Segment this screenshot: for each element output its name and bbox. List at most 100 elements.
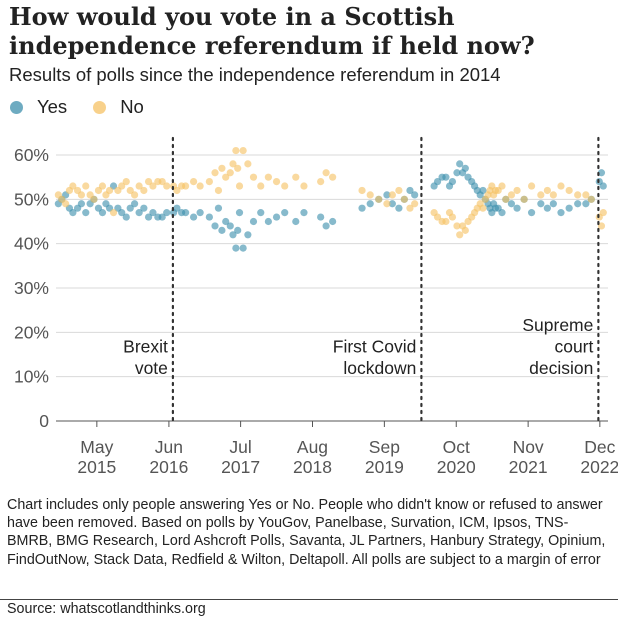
data-point-yes	[257, 209, 265, 217]
data-point-no	[507, 191, 516, 199]
data-point-yes	[118, 209, 126, 217]
data-point-no	[62, 200, 70, 208]
data-point-no	[329, 173, 337, 181]
data-point-no	[400, 195, 408, 203]
data-point-no	[218, 164, 226, 172]
x-tick-label: 2020	[437, 457, 476, 477]
data-point-yes	[366, 200, 374, 208]
data-point-no	[205, 178, 213, 186]
data-point-no	[244, 160, 252, 168]
data-point-no	[173, 186, 181, 195]
data-point-yes	[173, 204, 181, 212]
data-point-no	[158, 178, 166, 186]
data-point-no	[163, 182, 171, 190]
data-point-no	[69, 182, 77, 190]
data-point-no	[599, 209, 607, 217]
data-point-yes	[272, 213, 281, 221]
data-point-yes	[543, 204, 551, 212]
data-point-no	[433, 213, 442, 221]
data-point-no	[126, 186, 134, 195]
x-tick-label: 2017	[221, 457, 260, 477]
event-marker-label: Brexit	[123, 337, 168, 357]
data-point-yes	[222, 217, 230, 226]
data-point-no	[565, 186, 573, 195]
chart-subtitle: Results of polls since the independence …	[9, 64, 501, 85]
x-tick-label: Sep	[369, 437, 400, 457]
data-point-yes	[218, 226, 226, 234]
data-point-yes	[130, 200, 139, 208]
data-point-no	[130, 191, 139, 199]
x-tick-label: 2022	[580, 457, 618, 477]
data-point-yes	[122, 213, 130, 221]
data-point-no	[135, 182, 143, 190]
data-point-yes	[322, 222, 330, 230]
data-point-no	[272, 178, 281, 186]
data-point-yes	[599, 182, 607, 190]
data-point-yes	[235, 209, 244, 217]
data-point-yes	[549, 200, 557, 208]
data-point-yes	[442, 173, 450, 181]
data-point-no	[453, 222, 461, 230]
data-point-no	[249, 173, 258, 181]
data-point-yes	[388, 200, 396, 208]
data-point-no	[239, 146, 247, 155]
data-point-no	[109, 209, 118, 217]
data-point-yes	[448, 178, 457, 186]
data-point-no	[388, 191, 396, 199]
data-point-no	[196, 182, 204, 190]
data-point-no	[189, 178, 198, 186]
data-point-no	[479, 204, 487, 212]
data-point-no	[257, 182, 265, 190]
data-point-yes	[211, 222, 219, 230]
data-point-yes	[537, 200, 545, 208]
data-point-yes	[527, 209, 536, 217]
data-point-no	[406, 204, 414, 212]
data-point-no	[366, 191, 374, 199]
data-point-yes	[453, 169, 461, 177]
data-point-no	[144, 178, 153, 186]
data-point-no	[235, 182, 244, 190]
data-point-no	[90, 195, 98, 203]
event-marker-label: lockdown	[343, 358, 416, 378]
data-point-no	[448, 213, 457, 221]
x-tick-label: 2016	[149, 457, 188, 477]
legend-swatch-no	[93, 100, 107, 114]
data-point-yes	[395, 204, 403, 212]
data-point-no	[281, 182, 289, 190]
event-marker-label: decision	[529, 358, 593, 378]
x-tick-label: Dec	[584, 437, 615, 457]
data-point-no	[358, 186, 366, 195]
data-point-no	[300, 182, 308, 190]
data-point-yes	[461, 164, 469, 172]
data-point-no	[211, 169, 219, 177]
data-point-yes	[77, 200, 86, 208]
data-point-no	[456, 231, 464, 239]
data-point-yes	[232, 244, 240, 252]
x-tick-label: May	[80, 437, 113, 457]
data-point-yes	[163, 209, 171, 217]
data-point-no	[587, 195, 595, 203]
data-point-no	[226, 169, 234, 177]
data-point-yes	[358, 204, 366, 212]
data-point-no	[461, 226, 469, 234]
x-tick-label: Oct	[443, 437, 470, 457]
data-point-yes	[292, 217, 300, 226]
data-point-yes	[239, 244, 247, 252]
data-point-no	[149, 182, 157, 190]
event-marker-label: vote	[135, 358, 168, 378]
data-point-no	[122, 178, 130, 186]
x-tick-label: Jun	[155, 437, 183, 457]
chart-note: Chart includes only people answering Yes…	[7, 497, 606, 568]
data-point-no	[214, 186, 223, 195]
legend-swatch-yes	[10, 100, 23, 114]
data-point-no	[537, 191, 545, 199]
x-tick-label: Nov	[513, 437, 544, 457]
data-point-no	[498, 182, 506, 190]
data-point-yes	[574, 200, 582, 208]
data-point-no	[543, 186, 551, 195]
legend-item-no: No	[93, 96, 144, 118]
y-tick-label: 50%	[14, 189, 49, 209]
data-point-yes	[182, 209, 190, 217]
data-point-yes	[433, 178, 442, 186]
data-point-yes	[226, 222, 234, 230]
